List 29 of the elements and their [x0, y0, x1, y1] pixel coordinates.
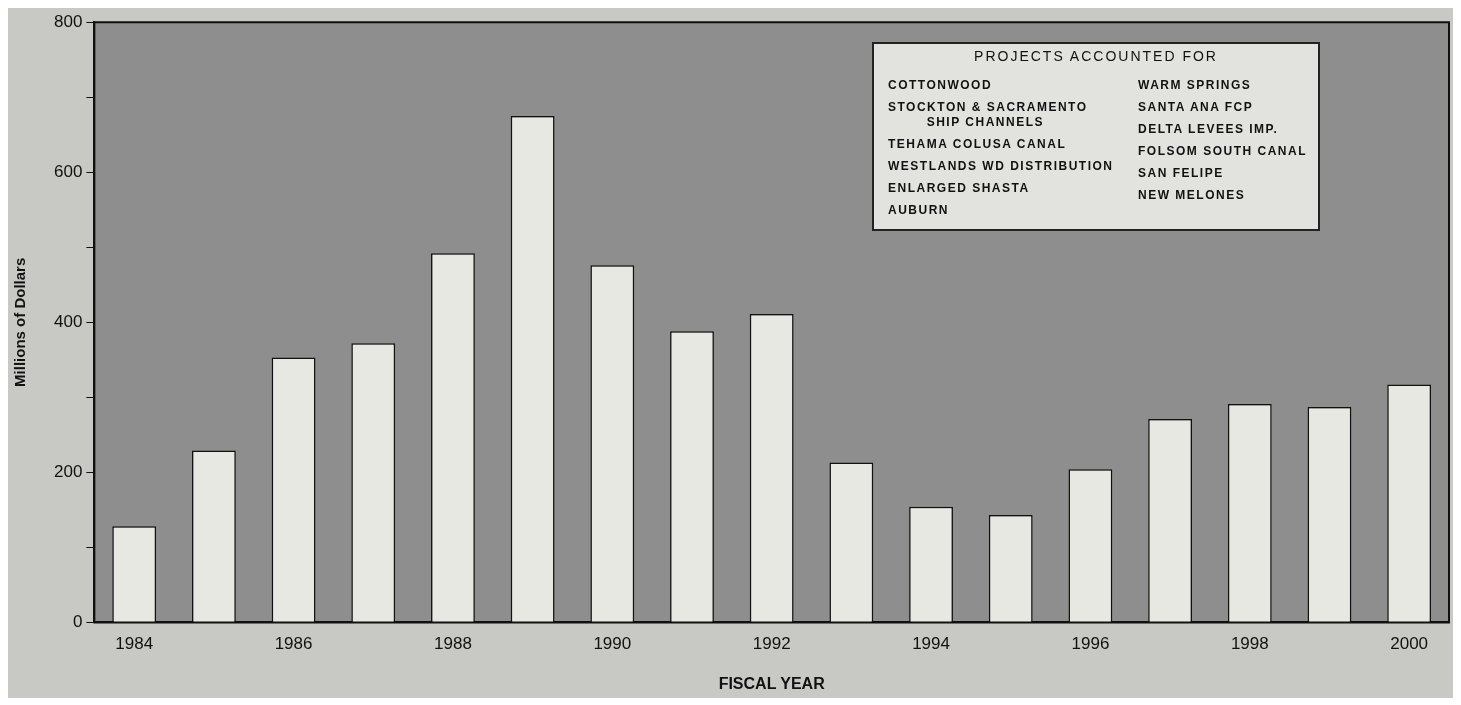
annotation: DELTA LEVEES IMP.: [1138, 122, 1280, 137]
annotation: SAN FELIPE: [1138, 166, 1225, 181]
y-tick-label: 0: [72, 612, 83, 632]
y-axis-title: Millions of Dollars: [11, 257, 29, 387]
annotation: FOLSOM SOUTH CANAL: [1138, 144, 1307, 159]
annotation: TEHAMA COLUSA CANAL: [888, 137, 1068, 152]
y-tick-label: 200: [53, 462, 83, 482]
x-axis-title: FISCAL YEAR: [718, 674, 826, 692]
annotation: AUBURN: [888, 203, 950, 218]
x-tick-label: 1988: [434, 634, 472, 654]
x-tick-label: 1992: [752, 634, 791, 654]
annotation: WESTLANDS WD DISTRIBUTION: [888, 159, 1115, 174]
x-tick-label: 2000: [1390, 634, 1429, 654]
x-tick-label: 1986: [274, 634, 313, 654]
y-tick-label: 800: [53, 11, 83, 31]
annotation: ENLARGED SHASTA: [888, 181, 1031, 196]
y-tick-label: 600: [53, 161, 83, 181]
x-tick-label: 1994: [912, 634, 950, 654]
annotation: WARM SPRINGS: [1138, 78, 1253, 93]
annotation: STOCKTON & SACRAMENTO SHIP CHANNELS: [888, 100, 1089, 130]
annotation: NEW MELONES: [1138, 188, 1247, 203]
x-tick-label: 1984: [115, 634, 154, 654]
annotation: PROJECTS ACCOUNTED FOR: [973, 47, 1219, 66]
y-tick-label: 400: [53, 311, 83, 331]
annotation: COTTONWOOD: [888, 78, 994, 93]
x-tick-label: 1996: [1071, 634, 1110, 654]
x-tick-label: 1990: [593, 634, 632, 654]
x-tick-label: 1998: [1230, 634, 1269, 654]
annotation: SANTA ANA FCP: [1138, 100, 1255, 115]
